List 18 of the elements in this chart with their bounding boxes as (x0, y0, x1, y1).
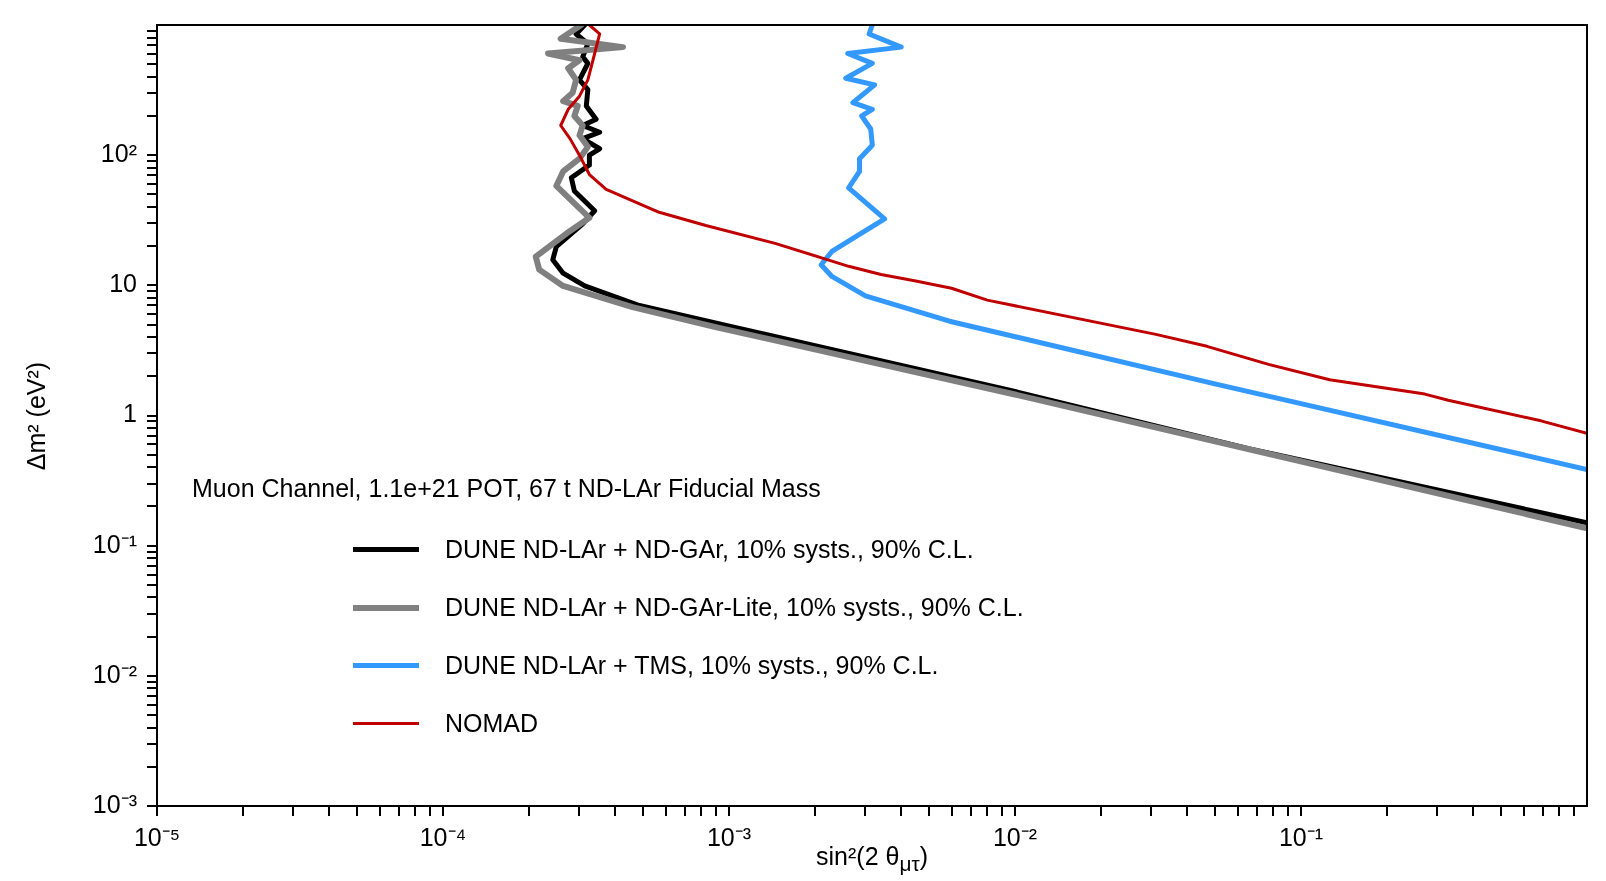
x-tick-label: 10⁻¹ (1278, 822, 1324, 851)
x-axis-title: sin²(2 θ$_{μτ}$) (816, 842, 928, 876)
y-axis-title: Δm² (eV²) (21, 361, 51, 470)
x-tick-label: 10⁻⁴ (419, 822, 467, 851)
y-tick-label: 10⁻¹ (92, 529, 137, 558)
x-tick-label: 10⁻² (992, 822, 1038, 851)
legend-label: DUNE ND-LAr + TMS, 10% systs., 90% C.L. (445, 651, 939, 681)
y-tick-label: 10⁻² (92, 659, 137, 688)
legend-label: DUNE ND-LAr + ND-GAr-Lite, 10% systs., 90% C.L. (445, 593, 1024, 623)
legend-label: DUNE ND-LAr + ND-GAr, 10% systs., 90% C.L. (445, 535, 974, 565)
y-tick-label: 1 (123, 399, 137, 428)
legend-label: NOMAD (445, 709, 539, 739)
y-tick-label: 10 (109, 269, 137, 298)
annotation: Muon Channel, 1.1e+21 POT, 67 t ND-LAr Fiducial Mass (192, 474, 821, 504)
y-tick-label: 10⁻³ (92, 789, 137, 818)
y-tick-label: 10² (100, 139, 137, 168)
x-tick-label: 10⁻⁵ (133, 822, 181, 851)
x-tick-label: 10⁻³ (706, 822, 752, 851)
